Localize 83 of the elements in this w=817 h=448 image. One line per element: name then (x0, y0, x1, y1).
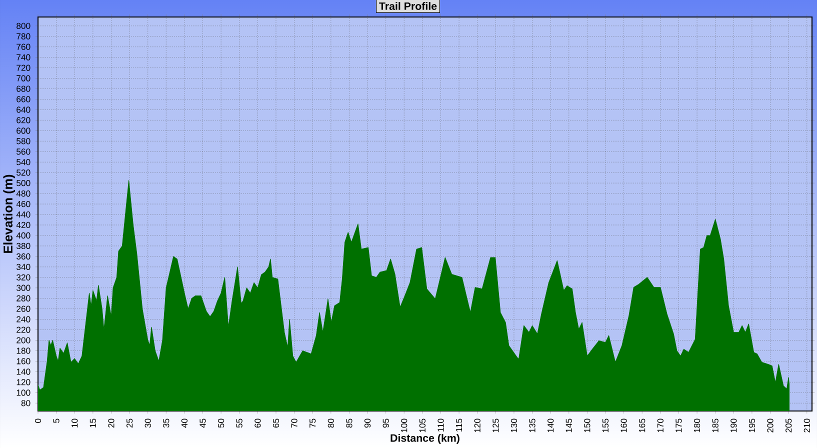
y-tick-label: 380 (16, 242, 30, 250)
x-tick-label: 175 (676, 418, 682, 432)
y-tick-label: 400 (16, 232, 30, 239)
x-tick-label: 160 (620, 418, 627, 432)
y-tick-label: 360 (16, 253, 30, 260)
y-tick-label: 660 (16, 96, 30, 102)
x-tick-label: 170 (657, 418, 664, 432)
x-tick-label: 180 (694, 418, 700, 432)
y-tick-label: 80 (21, 400, 30, 406)
x-tick-label: 205 (786, 418, 792, 432)
x-tick-label: 190 (730, 418, 737, 432)
y-tick-label: 240 (16, 316, 30, 322)
y-tick-label: 200 (16, 337, 30, 344)
x-tick-label: 50 (218, 418, 224, 428)
x-tick-label: 200 (767, 418, 774, 432)
y-tick-label: 780 (16, 33, 30, 40)
y-tick-label: 320 (16, 274, 30, 280)
y-tick-label: 260 (16, 306, 30, 312)
x-tick-label: 75 (310, 418, 316, 428)
x-tick-label: 135 (529, 418, 536, 432)
y-tick-label: 460 (16, 200, 30, 208)
y-tick-label: 300 (16, 284, 30, 291)
x-tick-label: 105 (419, 418, 426, 432)
x-tick-label: 25 (126, 418, 133, 428)
y-tick-label: 140 (16, 368, 30, 375)
x-tick-label: 130 (510, 418, 518, 432)
y-tick-label: 600 (16, 128, 30, 134)
y-tick-label: 560 (16, 148, 30, 155)
y-tick-label: 760 (16, 44, 30, 50)
y-tick-label: 540 (16, 159, 30, 166)
x-tick-label: 90 (364, 418, 371, 428)
x-tick-label: 20 (108, 418, 114, 428)
y-tick-label: 520 (16, 170, 30, 176)
x-tick-label: 95 (382, 418, 389, 428)
x-tick-label: 40 (181, 418, 188, 428)
x-tick-label: 165 (639, 418, 646, 432)
x-tick-label: 60 (254, 418, 261, 428)
x-tick-label: 145 (566, 418, 572, 432)
x-tick-label: 35 (163, 418, 170, 428)
y-tick-label: 480 (16, 190, 30, 197)
x-tick-label: 45 (200, 418, 206, 428)
x-tick-label: 70 (291, 418, 298, 428)
x-tick-label: 120 (474, 418, 480, 432)
x-tick-label: 140 (548, 418, 554, 432)
x-tick-label: 150 (584, 418, 590, 432)
y-tick-label: 440 (16, 211, 30, 218)
y-tick-label: 180 (16, 348, 30, 354)
x-tick-label: 80 (328, 418, 334, 428)
x-tick-label: 115 (456, 418, 462, 432)
x-tick-label: 15 (90, 418, 96, 428)
y-tick-label: 580 (16, 138, 30, 144)
y-tick-label: 700 (16, 75, 30, 82)
x-tick-label: 30 (144, 418, 151, 428)
x-tick-label: 10 (72, 418, 78, 428)
y-tick-label: 740 (16, 54, 30, 60)
x-axis-title: Distance (km) (390, 434, 460, 444)
y-tick-label: 680 (16, 86, 30, 92)
y-tick-label: 620 (16, 117, 30, 124)
x-tick-label: 155 (602, 418, 609, 432)
y-tick-label: 640 (16, 106, 30, 113)
y-tick-label: 280 (16, 295, 30, 302)
chart-title: Trail Profile (379, 2, 437, 10)
x-tick-label: 65 (272, 418, 280, 428)
x-tick-label: 125 (492, 418, 499, 432)
x-tick-label: 185 (712, 418, 718, 432)
y-tick-label: 160 (16, 358, 30, 364)
y-axis-title: Elevation (m) (3, 174, 16, 253)
y-tick-label: 220 (16, 326, 30, 333)
y-tick-label: 420 (16, 222, 30, 228)
x-tick-label: 55 (236, 418, 242, 428)
x-tick-label: 5 (53, 418, 60, 423)
y-tick-label: 100 (16, 390, 30, 396)
x-tick-label: 100 (401, 418, 408, 432)
y-tick-label: 800 (16, 22, 30, 29)
x-tick-label: 195 (748, 418, 756, 432)
x-tick-label: 85 (346, 418, 352, 428)
y-tick-label: 120 (16, 379, 30, 386)
x-tick-label: 110 (438, 418, 444, 432)
y-tick-label: 720 (16, 64, 30, 71)
y-tick-label: 500 (16, 180, 30, 186)
y-tick-label: 340 (16, 264, 30, 270)
x-tick-label: 210 (804, 418, 810, 432)
x-tick-label: 0 (34, 418, 42, 423)
